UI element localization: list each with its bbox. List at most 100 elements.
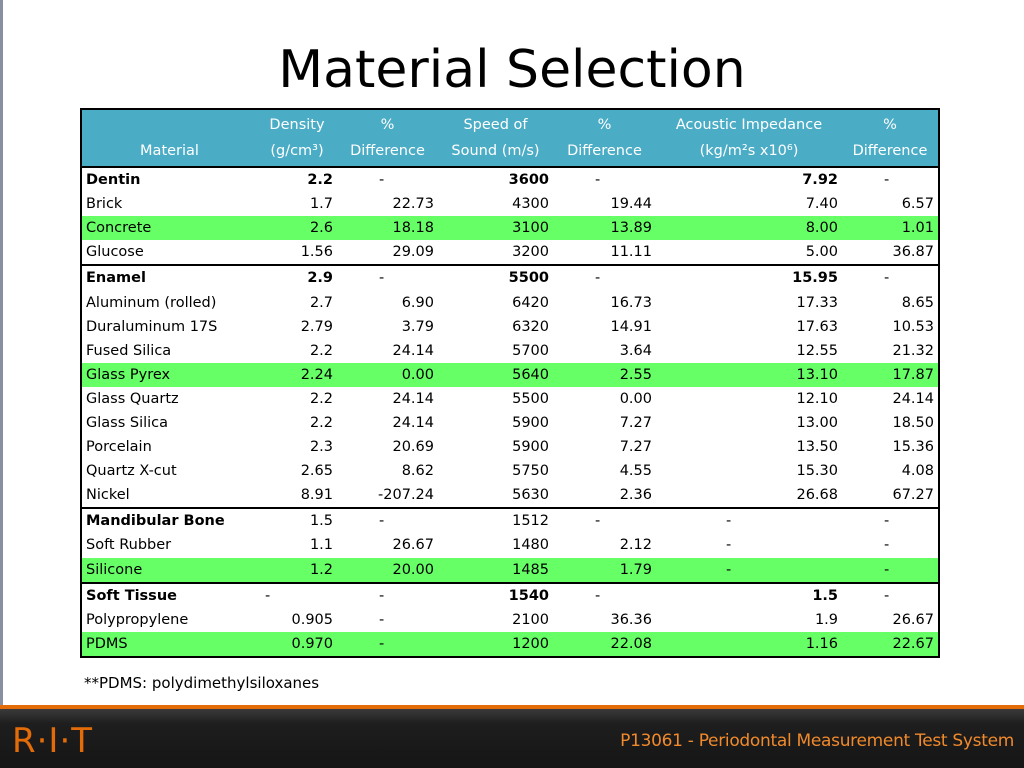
cell-speed-difference: 3.64 bbox=[619, 342, 652, 359]
cell-density: 2.6 bbox=[257, 216, 337, 241]
column-header-line2: Material bbox=[140, 143, 199, 159]
cell-density: 0.970 bbox=[257, 631, 337, 656]
table-row: Glass Silica 2.2 24.14 5900 7.27 13.00 18.50 bbox=[82, 411, 938, 435]
cell-material: Glass Silica bbox=[86, 414, 169, 431]
cell-impedance-difference: 15.36 bbox=[892, 439, 934, 456]
column-header: Density (g/cm³) bbox=[257, 110, 337, 167]
cell-acoustic-impedance: 12.55 bbox=[796, 342, 838, 359]
cell-density: 1.56 bbox=[300, 244, 333, 261]
cell-material: Glass Pyrex bbox=[82, 362, 257, 387]
cell-speed-of-sound: 1480 bbox=[512, 537, 549, 554]
cell-speed-difference: 36.36 bbox=[610, 611, 652, 628]
cell-speed-of-sound: 1485 bbox=[438, 557, 553, 583]
cell-density: 2.7 bbox=[309, 294, 333, 311]
cell-speed-difference: 0.00 bbox=[619, 390, 652, 407]
cell-density: 0.905 bbox=[291, 611, 333, 628]
slide-title: Material Selection bbox=[278, 40, 746, 100]
column-header: Speed of Sound (m/s) bbox=[438, 110, 553, 167]
cell-density: 2.2 bbox=[309, 414, 333, 431]
cell-impedance-difference: 26.67 bbox=[892, 611, 934, 628]
cell-speed-of-sound: 5700 bbox=[512, 342, 549, 359]
footnote: **PDMS: polydimethylsiloxanes bbox=[84, 674, 320, 692]
cell-acoustic-impedance: 17.33 bbox=[796, 294, 838, 311]
column-header-line2: (g/cm³) bbox=[270, 143, 324, 159]
cell-acoustic-impedance: 1.9 bbox=[814, 611, 838, 628]
cell-impedance-difference: - bbox=[884, 537, 890, 554]
cell-acoustic-impedance: 1.16 bbox=[656, 631, 842, 656]
cell-acoustic-impedance: 26.68 bbox=[796, 487, 838, 504]
column-header: Material bbox=[82, 110, 257, 167]
cell-density: 2.79 bbox=[300, 318, 333, 335]
cell-density: 2.9 bbox=[257, 264, 337, 291]
column-header-line2: Sound (m/s) bbox=[451, 143, 540, 159]
rit-logo: R·I·T bbox=[12, 721, 94, 761]
cell-density: 1.5 bbox=[257, 507, 337, 534]
cell-acoustic-impedance: 7.40 bbox=[805, 196, 838, 213]
footer-bar: R·I·T P13061 - Periodontal Measurement T… bbox=[0, 705, 1024, 768]
cell-material: Duraluminum 17S bbox=[86, 318, 218, 335]
cell-material: Fused Silica bbox=[86, 342, 172, 359]
table-row: Soft Tissue - -1540-1.5- bbox=[82, 581, 938, 608]
cell-impedance-difference: - bbox=[842, 581, 938, 608]
column-header: % Difference bbox=[842, 110, 938, 167]
table-row: Concrete 2.6 18.18 3100 13.89 8.00 1.01 bbox=[82, 216, 938, 241]
cell-density: 8.91 bbox=[300, 487, 333, 504]
cell-impedance-difference: 21.32 bbox=[892, 342, 934, 359]
cell-density-difference: - bbox=[337, 264, 438, 291]
cell-acoustic-impedance: 15.30 bbox=[796, 463, 838, 480]
table-row: Glass Quartz 2.2 24.14 5500 0.00 12.10 24.14 bbox=[82, 387, 938, 411]
cell-acoustic-impedance: - bbox=[656, 507, 842, 534]
slide-left-edge bbox=[0, 0, 3, 705]
table-row: Mandibular Bone 1.5-1512- - - bbox=[82, 507, 938, 534]
cell-speed-difference: - bbox=[553, 507, 656, 534]
cell-speed-of-sound: 6320 bbox=[512, 318, 549, 335]
cell-density-difference: 22.73 bbox=[392, 196, 434, 213]
cell-impedance-difference: 6.57 bbox=[901, 196, 934, 213]
cell-density-difference: 26.67 bbox=[392, 537, 434, 554]
cell-speed-difference: 1.79 bbox=[553, 557, 656, 583]
cell-material: Nickel bbox=[86, 487, 130, 504]
cell-impedance-difference: 24.14 bbox=[892, 390, 934, 407]
cell-material: Polypropylene bbox=[86, 611, 189, 628]
cell-impedance-difference: 1.01 bbox=[842, 216, 938, 241]
cell-impedance-difference: 18.50 bbox=[892, 414, 934, 431]
cell-density: - bbox=[257, 581, 337, 608]
column-header-line1: % bbox=[597, 117, 612, 133]
table-row: Aluminum (rolled) 2.7 6.90 6420 16.73 17.33 8.… bbox=[82, 290, 938, 314]
cell-density-difference: - bbox=[379, 611, 385, 628]
cell-acoustic-impedance: 17.63 bbox=[796, 318, 838, 335]
cell-density: 2.3 bbox=[309, 439, 333, 456]
column-header-line1: Speed of bbox=[463, 117, 528, 133]
cell-density-difference: 3.79 bbox=[401, 318, 434, 335]
cell-speed-of-sound: 5900 bbox=[512, 414, 549, 431]
cell-impedance-difference: 8.65 bbox=[901, 294, 934, 311]
cell-impedance-difference: 36.87 bbox=[892, 244, 934, 261]
cell-density: 1.7 bbox=[309, 196, 333, 213]
cell-density-difference: 18.18 bbox=[337, 216, 438, 241]
table-row: Glucose 1.56 29.09 3200 11.11 5.00 36.87 bbox=[82, 240, 938, 265]
cell-speed-difference: 7.27 bbox=[619, 439, 652, 456]
cell-density-difference: - bbox=[337, 165, 438, 193]
cell-speed-difference: - bbox=[553, 165, 656, 193]
cell-acoustic-impedance: 15.95 bbox=[656, 264, 842, 291]
table-row: Fused Silica 2.2 24.14 5700 3.64 12.55 21.32 bbox=[82, 339, 938, 363]
cell-material: Dentin bbox=[82, 165, 257, 193]
cell-speed-difference: 22.08 bbox=[553, 631, 656, 656]
cell-density: 2.24 bbox=[257, 362, 337, 387]
cell-impedance-difference: 17.87 bbox=[842, 362, 938, 387]
cell-speed-difference: 16.73 bbox=[610, 294, 652, 311]
cell-impedance-difference: - bbox=[842, 165, 938, 193]
column-header-line1: % bbox=[883, 117, 897, 133]
cell-acoustic-impedance: 1.5 bbox=[656, 581, 842, 608]
cell-speed-of-sound: 3200 bbox=[512, 244, 549, 261]
cell-acoustic-impedance: 8.00 bbox=[656, 216, 842, 241]
cell-impedance-difference: - bbox=[842, 264, 938, 291]
cell-speed-difference: - bbox=[553, 264, 656, 291]
cell-density-difference: 8.62 bbox=[401, 463, 434, 480]
table-row: Polypropylene 0.905 - 2100 36.36 1.9 26.67 bbox=[82, 608, 938, 632]
column-header: % Difference bbox=[553, 110, 656, 167]
cell-density: 2.2 bbox=[309, 390, 333, 407]
cell-material: Enamel bbox=[82, 264, 257, 291]
cell-acoustic-impedance: 5.00 bbox=[805, 244, 838, 261]
cell-density: 2.65 bbox=[300, 463, 333, 480]
